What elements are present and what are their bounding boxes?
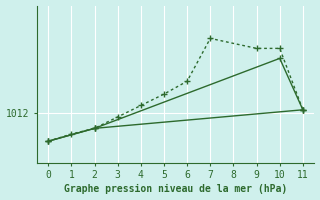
X-axis label: Graphe pression niveau de la mer (hPa): Graphe pression niveau de la mer (hPa) [64, 184, 287, 194]
